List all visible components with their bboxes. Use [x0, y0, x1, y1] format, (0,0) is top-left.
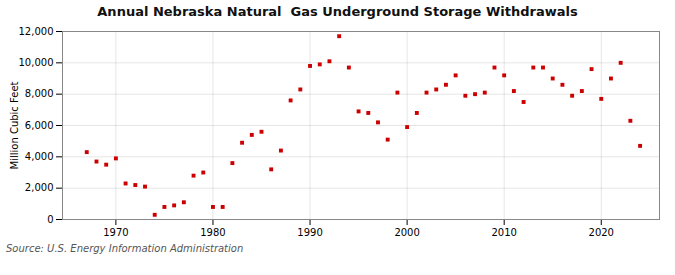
svg-text:0: 0 — [47, 214, 53, 225]
svg-text:Million Cubic Feet: Million Cubic Feet — [9, 81, 20, 169]
svg-text:1990: 1990 — [297, 227, 322, 238]
svg-text:1970: 1970 — [103, 227, 128, 238]
svg-text:4,000: 4,000 — [25, 151, 54, 162]
svg-text:2010: 2010 — [491, 227, 516, 238]
svg-text:10,000: 10,000 — [19, 57, 54, 68]
svg-text:1980: 1980 — [200, 227, 225, 238]
svg-text:2020: 2020 — [589, 227, 614, 238]
html-text:Source: U.S. Energy Informatio: Source: U.S. Energy Information Administ… — [6, 243, 244, 254]
svg-text:6,000: 6,000 — [25, 120, 54, 131]
svg-text:2,000: 2,000 — [25, 182, 54, 193]
svg-text:2000: 2000 — [394, 227, 419, 238]
html-text:Annual Nebraska Natural Gas Un: Annual Nebraska Natural Gas Underground … — [97, 4, 578, 19]
svg-text:12,000: 12,000 — [19, 26, 54, 37]
svg-text:8,000: 8,000 — [25, 88, 54, 99]
